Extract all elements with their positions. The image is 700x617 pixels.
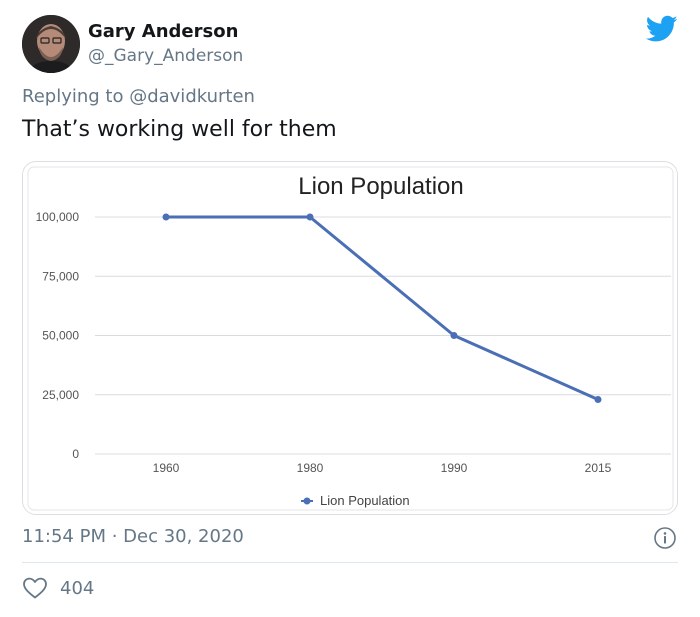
avatar[interactable] [22,15,80,73]
tweet-timestamp[interactable]: 11:54 PM · Dec 30, 2020 [22,526,244,547]
chart-title: Lion Population [298,173,463,200]
reply-mention-link[interactable]: @davidkurten [129,86,255,107]
y-tick-label: 25,000 [42,388,79,402]
display-name[interactable]: Gary Anderson [88,21,239,42]
x-tick-label: 1990 [441,461,468,475]
data-point [450,332,458,339]
x-tick-label: 1960 [153,461,180,475]
y-tick-label: 75,000 [42,269,79,283]
data-point [306,213,314,221]
y-tick-label: 100,000 [36,210,80,224]
author-block: Gary Anderson @_Gary_Anderson [88,20,243,68]
lion-population-chart: Lion Population 0 25,000 50,000 75,000 100,00… [27,166,674,511]
reply-context: Replying to @davidkurten [22,86,255,107]
info-icon[interactable] [653,526,677,550]
media-image[interactable]: Lion Population 0 25,000 50,000 75,000 100,00… [22,161,678,515]
divider [22,562,678,563]
avatar-photo [22,15,80,73]
twitter-bird-icon[interactable] [645,15,678,43]
like-button[interactable]: 404 [22,576,94,600]
reply-prefix: Replying to [22,86,130,107]
legend-label: Lion Population [320,493,410,508]
tweet-text: That’s working well for them [22,117,337,142]
user-handle[interactable]: @_Gary_Anderson [88,46,244,66]
x-tick-label: 1980 [297,461,324,475]
data-point [594,395,602,403]
like-count: 404 [60,577,95,599]
data-point [162,213,170,221]
y-tick-label: 0 [72,447,79,461]
series-line [166,215,599,401]
y-tick-label: 50,000 [42,329,79,343]
heart-icon [23,577,47,599]
x-tick-label: 2015 [585,461,612,475]
chart-frame [27,166,674,511]
